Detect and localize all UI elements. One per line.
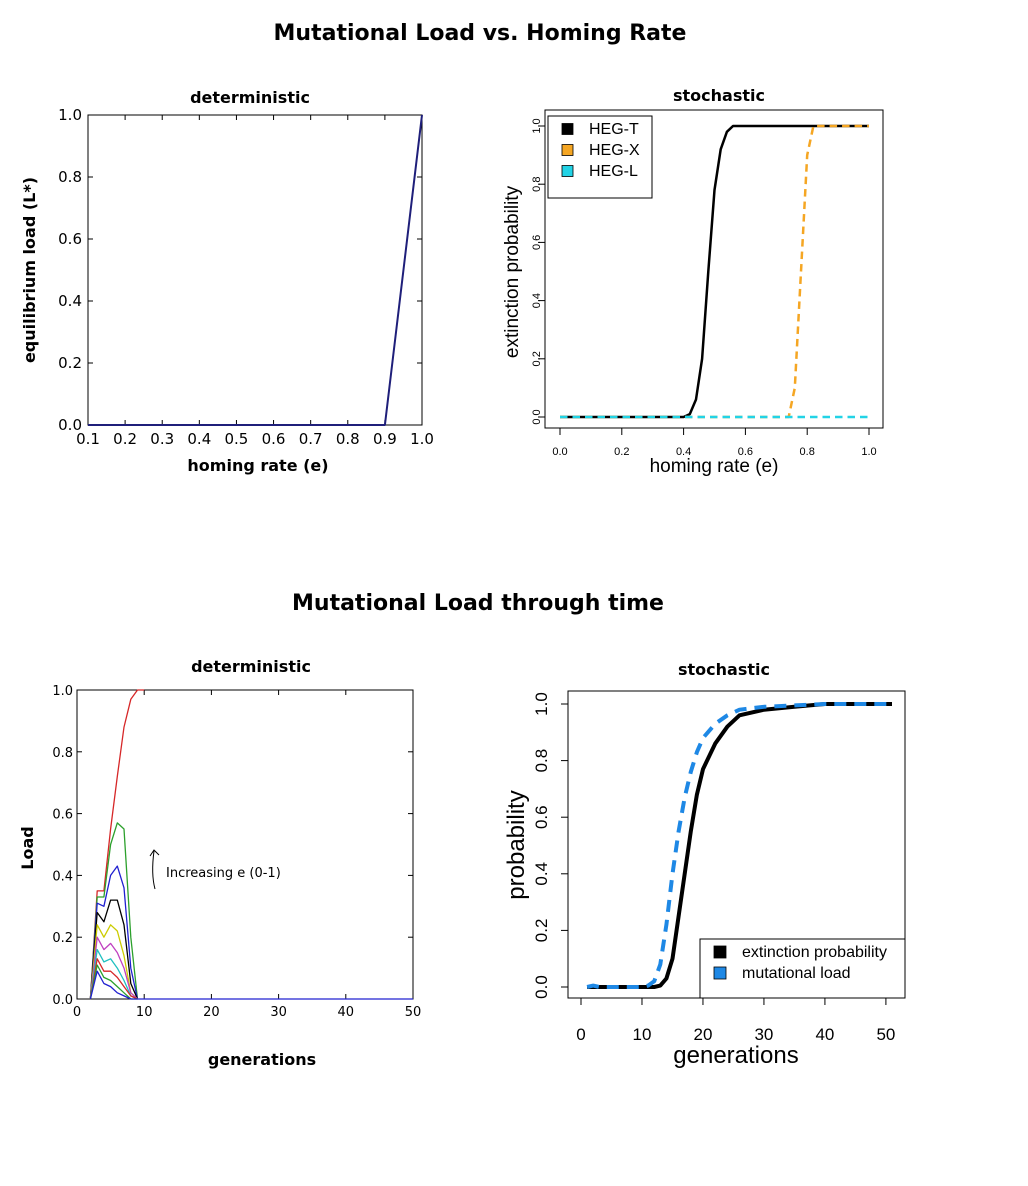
x-tick-label: 10	[136, 1005, 153, 1020]
series-line-2	[89, 822, 139, 1000]
chart-sto-time: 0 10 20 30 40 50 0.0 0.2 0.4 0.6 0.8 1.0 stochastic g…	[503, 660, 906, 1069]
x-axis-label: generations	[208, 1050, 316, 1069]
x-tick-label: 0.3	[150, 430, 174, 448]
x-tick-label: 0.2	[113, 430, 137, 448]
legend: HEG-T HEG-X HEG-L	[547, 115, 653, 199]
y-tick-label: 0.8	[532, 749, 551, 773]
legend-swatch	[561, 144, 574, 156]
chart-det-homing: 0.1 0.2 0.3 0.4 0.5 0.6 0.7 0.8 0.9 1.0 0.0 0.2 0.4 0…	[20, 88, 434, 475]
x-axis-label: homing rate (e)	[650, 456, 779, 477]
legend-label: HEG-L	[589, 163, 638, 180]
y-tick-label: 1.0	[532, 692, 551, 716]
legend-swatch	[561, 123, 574, 135]
annotation-text: Increasing e (0-1)	[166, 866, 281, 881]
x-tick-label: 0.0	[552, 446, 567, 458]
series-line-4	[89, 899, 139, 1000]
y-tick-label: 0.2	[532, 919, 551, 943]
y-tick-label: 0.6	[58, 230, 82, 248]
legend-label: HEG-T	[589, 121, 639, 138]
top-title: Mutational Load vs. Homing Rate	[274, 21, 687, 46]
series-line-2	[586, 702, 892, 989]
x-tick-label: 0.4	[676, 446, 691, 458]
x-tick-label: 40	[815, 1025, 834, 1044]
legend: extinction probability mutational load	[699, 938, 906, 999]
annotation-arrowhead	[149, 849, 160, 857]
x-tick-label: 0.5	[225, 430, 249, 448]
series-line-8	[89, 958, 138, 1000]
subplot-title: deterministic	[191, 657, 311, 676]
legend-label: mutational load	[742, 965, 851, 982]
y-tick-label: 0.6	[531, 235, 543, 250]
x-tick-label: 0	[576, 1025, 585, 1044]
y-tick-label: 0.4	[58, 292, 82, 310]
legend-box	[699, 938, 906, 999]
plot-frame	[87, 114, 423, 426]
y-tick-label: 0.8	[531, 177, 543, 192]
x-tick-label: 1.0	[410, 430, 434, 448]
y-tick-label: 0.2	[52, 931, 73, 946]
x-tick-label: 30	[754, 1025, 773, 1044]
legend-label: HEG-X	[589, 142, 640, 159]
y-axis-label: Load	[18, 826, 37, 869]
series-line-6	[89, 936, 138, 1000]
y-tick-label: 0.6	[532, 805, 551, 829]
y-tick-label: 0.0	[531, 409, 543, 424]
legend-swatch	[713, 966, 727, 980]
series-line-3	[89, 865, 139, 1000]
legend-swatch	[561, 165, 574, 177]
chart-det-time: 0 10 20 30 40 50 0.0 0.2 0.4 0.6 0.8 1.0 determinist…	[18, 657, 421, 1069]
y-axis-label: extinction probability	[502, 185, 523, 358]
y-tick-label: 0.4	[531, 293, 543, 308]
x-tick-label: 0.9	[373, 430, 397, 448]
series-line-1	[89, 689, 145, 1000]
plot-frame	[544, 109, 884, 429]
y-tick-label: 0.4	[52, 869, 73, 884]
chart-sto-homing: 0.0 0.2 0.4 0.6 0.8 1.0 0.0 0.2 0.4 0.6 0.8 1.0 stoc…	[502, 86, 884, 477]
x-tick-label: 1.0	[861, 446, 876, 458]
x-tick-label: 0.8	[800, 446, 815, 458]
x-tick-label: 20	[693, 1025, 712, 1044]
x-tick-label: 0.6	[738, 446, 753, 458]
y-tick-label: 0.0	[52, 993, 73, 1008]
x-tick-label: 50	[876, 1025, 895, 1044]
x-tick-label: 40	[338, 1005, 355, 1020]
x-tick-label: 0	[73, 1005, 81, 1020]
y-tick-label: 0.2	[531, 351, 543, 366]
y-tick-label: 1.0	[52, 684, 73, 699]
x-tick-label: 0.1	[76, 430, 100, 448]
annotation-arrow	[152, 850, 156, 890]
y-tick-label: 0.8	[58, 168, 82, 186]
y-tick-label: 0.2	[58, 354, 82, 372]
series-line-1	[587, 702, 892, 989]
series-line-10	[89, 970, 413, 1000]
series-line-1	[88, 114, 423, 426]
bottom-title: Mutational Load through time	[292, 591, 664, 616]
x-tick-label: 50	[405, 1005, 422, 1020]
legend-label: extinction probability	[742, 944, 887, 961]
y-tick-label: 1.0	[531, 118, 543, 133]
y-tick-label: 0.6	[52, 808, 73, 823]
subplot-title: deterministic	[190, 88, 310, 107]
x-axis-label: homing rate (e)	[187, 456, 328, 475]
subplot-title: stochastic	[673, 86, 765, 105]
x-tick-label: 20	[203, 1005, 220, 1020]
x-tick-label: 0.4	[187, 430, 211, 448]
y-tick-label: 1.0	[58, 106, 82, 124]
x-axis-label: generations	[673, 1042, 798, 1069]
x-tick-label: 0.8	[336, 430, 360, 448]
y-axis-label: equilibrium load (L*)	[20, 177, 39, 363]
subplot-title: stochastic	[678, 660, 770, 679]
y-tick-label: 0.4	[532, 862, 551, 886]
x-tick-label: 10	[633, 1025, 652, 1044]
x-tick-label: 30	[270, 1005, 287, 1020]
y-tick-label: 0.8	[52, 746, 73, 761]
y-axis-label: probability	[503, 790, 530, 899]
x-tick-label: 0.2	[614, 446, 629, 458]
y-tick-label: 0.0	[58, 416, 82, 434]
x-tick-label: 0.6	[262, 430, 286, 448]
y-tick-label: 0.0	[532, 975, 551, 999]
legend-swatch	[713, 945, 727, 959]
x-tick-label: 0.7	[299, 430, 323, 448]
